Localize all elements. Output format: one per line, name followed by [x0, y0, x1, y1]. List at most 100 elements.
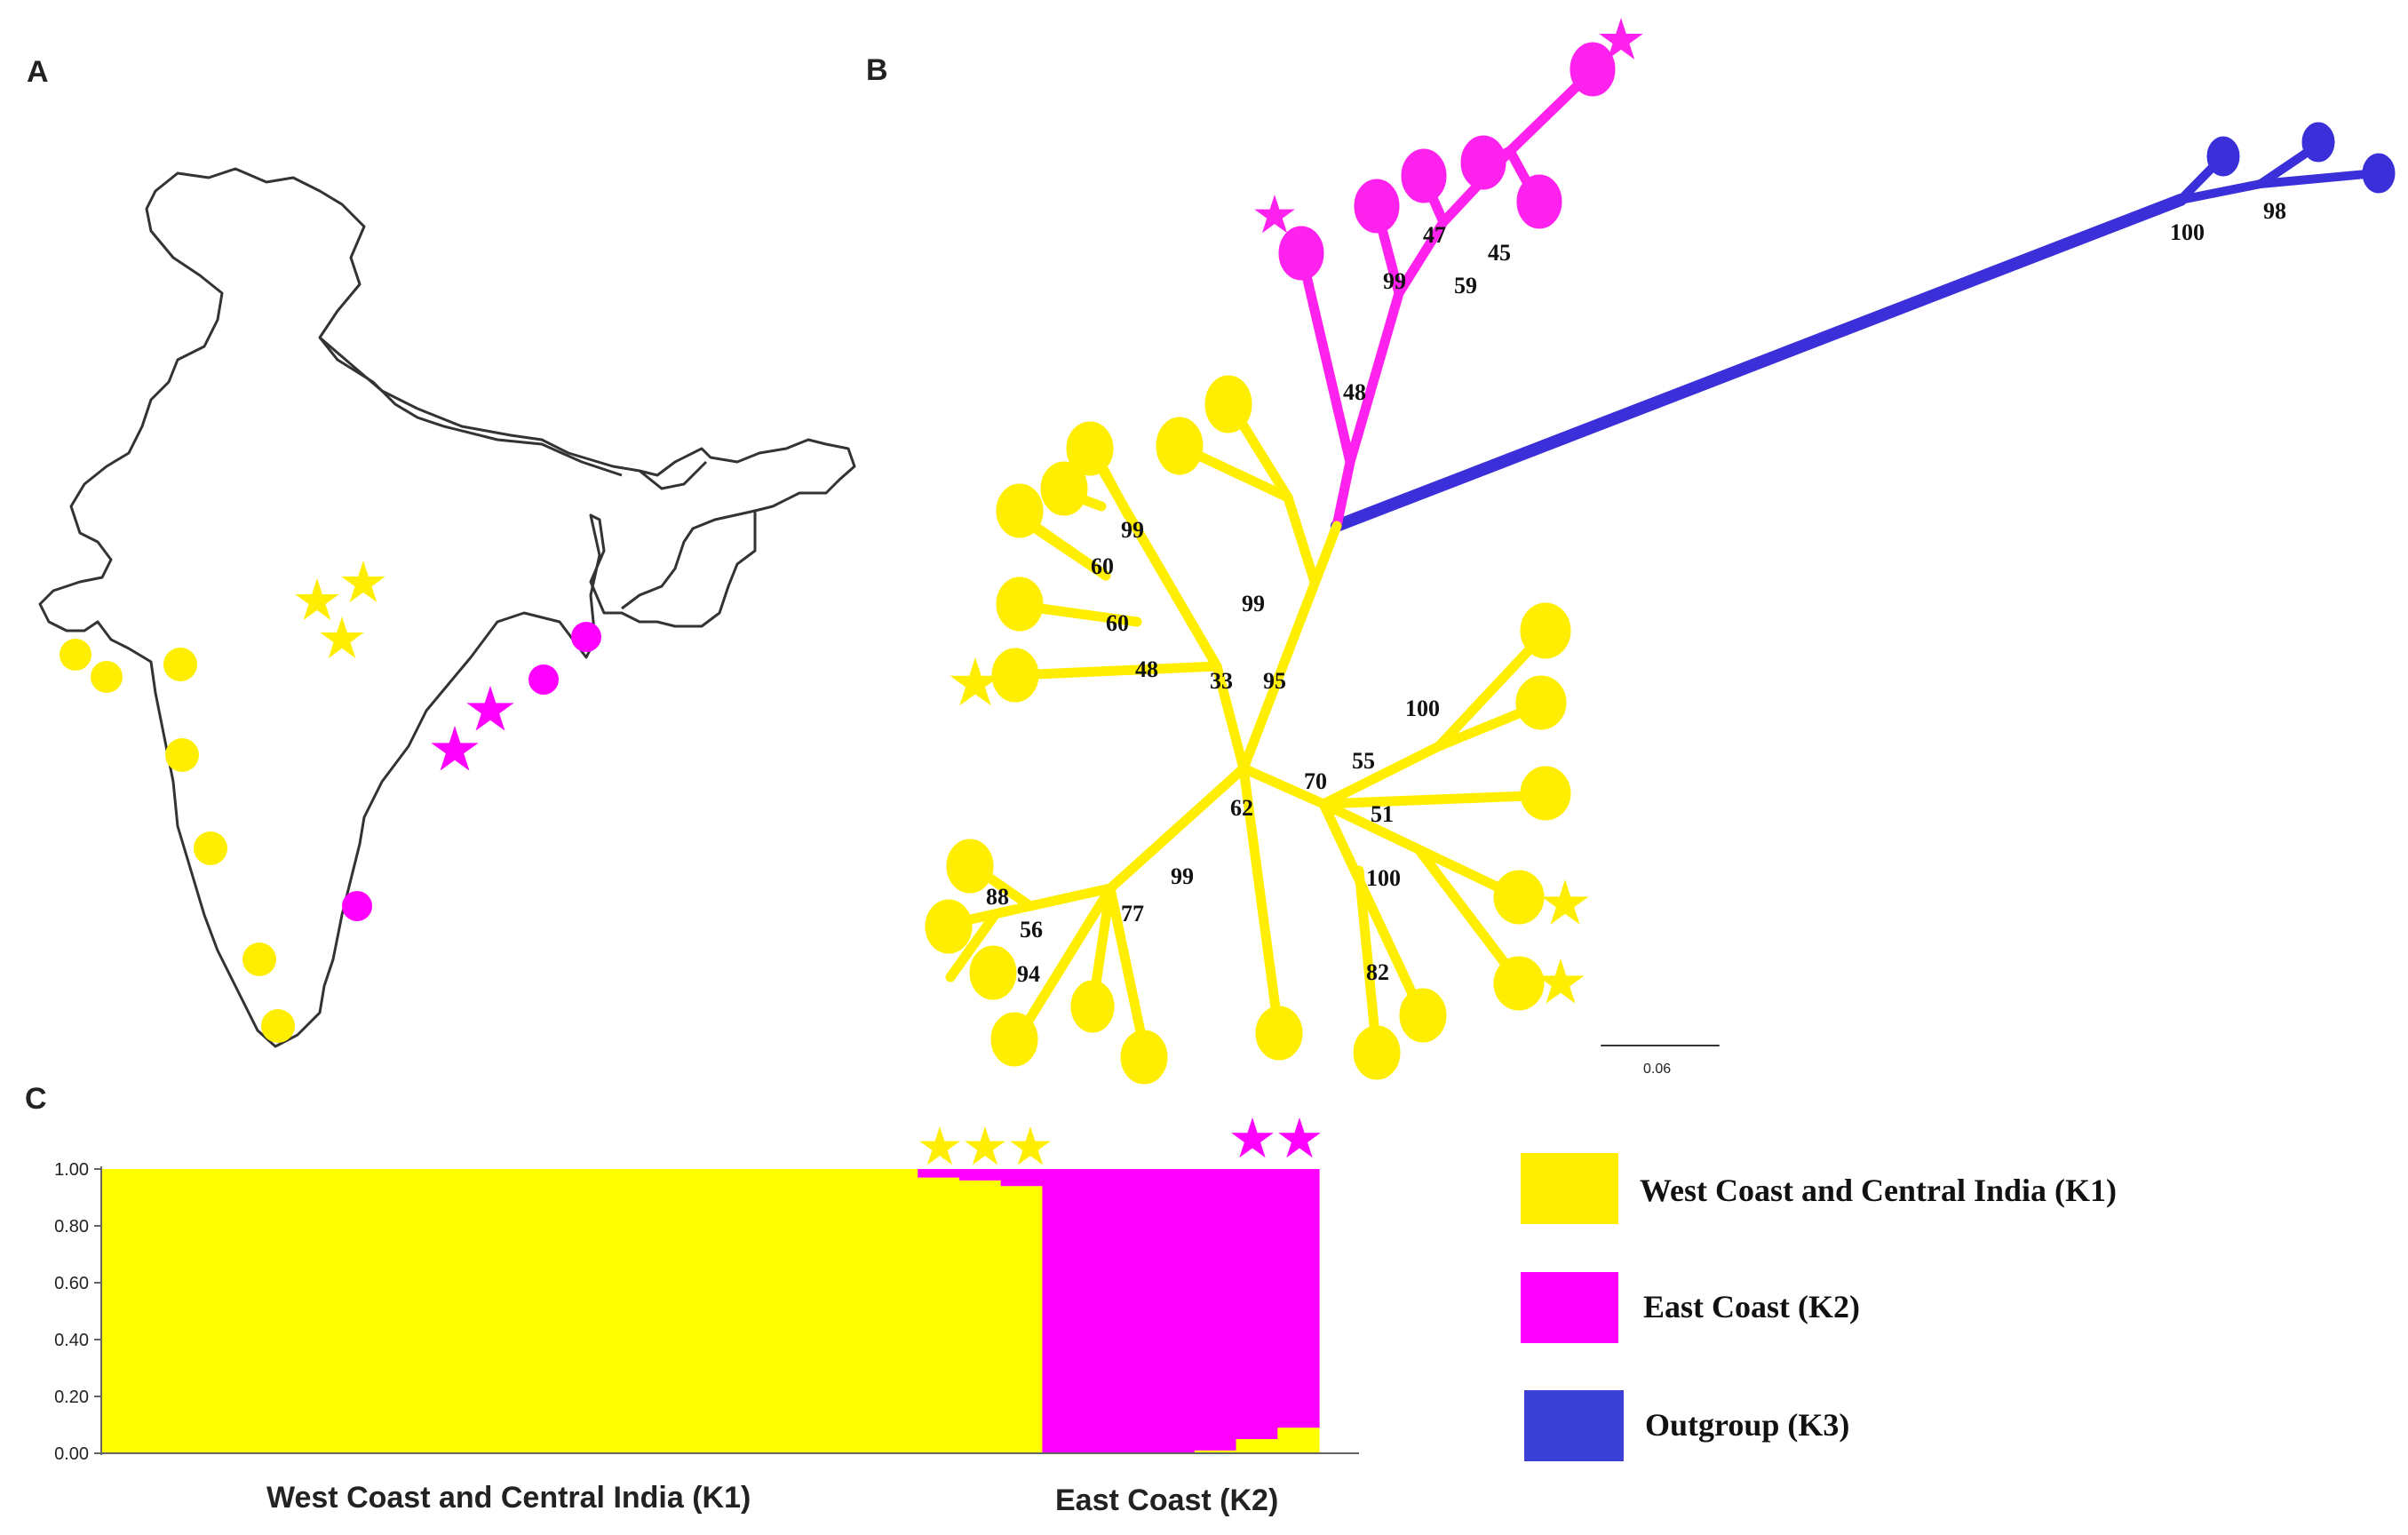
- bar-segment-k1: [737, 1169, 752, 1453]
- bar-segment-k1: [876, 1169, 891, 1453]
- bar-segment-k1: [184, 1169, 199, 1453]
- bar-segment-k1: [1263, 1439, 1278, 1453]
- bar-segment-k1: [765, 1169, 780, 1453]
- tree-tip: [1255, 1006, 1303, 1061]
- bar-segment-k1: [156, 1169, 171, 1453]
- map-site-marker: [571, 622, 601, 652]
- panel-label-b: B: [866, 53, 888, 87]
- legend-swatch-k1: [1521, 1153, 1618, 1224]
- tree-star: [1254, 195, 1295, 234]
- tree-tip: [1493, 870, 1545, 925]
- tree-tip: [1520, 602, 1571, 659]
- tree-tip: [1204, 375, 1252, 433]
- bootstrap-value: 94: [1017, 961, 1040, 987]
- india-border-north: [318, 337, 623, 477]
- x-group-label-k1: West Coast and Central India (K1): [266, 1481, 751, 1515]
- tree-tip: [1120, 1030, 1168, 1085]
- tree-tip: [2362, 153, 2396, 194]
- structure-plot: 1.00 0.80 0.60 0.40 0.20 0.00 West Coast and …: [54, 1117, 1359, 1517]
- india-map: [38, 167, 856, 1048]
- map-star-marker: [341, 561, 385, 603]
- bootstrap-value: 98: [2263, 198, 2286, 224]
- bar-segment-k2: [1236, 1169, 1251, 1439]
- bar-segment-k1: [821, 1169, 836, 1453]
- y-tick-label: 0.20: [54, 1388, 89, 1407]
- tree-tip: [2206, 136, 2240, 177]
- bar-segment-k2: [1194, 1169, 1209, 1451]
- bootstrap-value: 100: [2170, 219, 2205, 245]
- bar-segment-k2: [1180, 1169, 1196, 1453]
- tree-tip: [1353, 1025, 1401, 1080]
- bar-segment-k2: [1125, 1169, 1140, 1453]
- legend-swatch-k3: [1524, 1390, 1624, 1461]
- structure-star: [965, 1126, 1005, 1165]
- bootstrap-value: 100: [1405, 696, 1440, 721]
- bar-segment-k2: [1221, 1169, 1237, 1451]
- map-star-marker: [431, 726, 479, 771]
- map-site-marker: [528, 664, 559, 695]
- map-markers-k2: [342, 622, 601, 921]
- bar-segment-k1: [392, 1169, 407, 1453]
- map-site-marker: [261, 1009, 295, 1043]
- map-site-marker: [242, 942, 276, 976]
- bar-segment-k2: [918, 1169, 933, 1178]
- bar-segment-k2: [1277, 1169, 1292, 1428]
- legend-label-k3: Outgroup (K3): [1645, 1407, 1849, 1443]
- tree-tip: [1278, 226, 1324, 281]
- phylogenetic-tree: 47 45 99 59 48 100 98 99 60 60 48 99 33 …: [925, 18, 2396, 1085]
- structure-star: [1010, 1126, 1051, 1165]
- bar-segment-k1: [695, 1169, 711, 1453]
- tree-tip: [1460, 135, 1506, 190]
- bootstrap-value: 62: [1230, 795, 1253, 821]
- bootstrap-value: 45: [1488, 240, 1511, 266]
- bar-segment-k2: [945, 1169, 960, 1178]
- map-site-marker: [165, 738, 199, 772]
- bar-segment-k1: [364, 1169, 379, 1453]
- india-outline: [38, 167, 856, 1048]
- bootstrap-value: 56: [1020, 917, 1043, 942]
- bar-segment-k2: [973, 1169, 988, 1181]
- bar-segment-k1: [377, 1169, 393, 1453]
- bar-segment-k1: [350, 1169, 365, 1453]
- tree-tip: [1520, 766, 1571, 821]
- bar-segment-k1: [281, 1169, 296, 1453]
- map-star-marker: [320, 616, 364, 659]
- bar-segment-k1: [489, 1169, 504, 1453]
- bar-segment-k2: [1305, 1169, 1320, 1428]
- y-tick-label: 0.80: [54, 1217, 89, 1237]
- tree-tip: [1493, 956, 1545, 1011]
- y-tick-label: 0.60: [54, 1274, 89, 1293]
- map-star-marker: [295, 578, 339, 621]
- legend: West Coast and Central India (K1) East C…: [1521, 1153, 2117, 1461]
- bar-segment-k1: [142, 1169, 157, 1453]
- bar-segment-k1: [474, 1169, 489, 1453]
- bootstrap-value: 60: [1106, 610, 1129, 636]
- bar-segment-k1: [239, 1169, 254, 1453]
- bootstrap-value: 99: [1242, 591, 1265, 616]
- bar-segment-k1: [198, 1169, 213, 1453]
- bar-segment-k1: [640, 1169, 656, 1453]
- tree-tip: [1354, 179, 1400, 234]
- bar-segment-k1: [710, 1169, 725, 1453]
- bar-segment-k1: [529, 1169, 545, 1453]
- bar-segment-k1: [1014, 1186, 1029, 1453]
- bar-segment-k1: [958, 1180, 974, 1453]
- map-site-marker: [60, 639, 91, 671]
- bar-segment-k1: [336, 1169, 352, 1453]
- bar-segment-k2: [1111, 1169, 1126, 1453]
- bootstrap-value: 99: [1171, 863, 1194, 889]
- tree-tip: [969, 945, 1017, 1000]
- bar-segment-k1: [987, 1180, 1002, 1453]
- structure-star: [1278, 1117, 1321, 1158]
- bootstrap-value: 100: [1366, 865, 1401, 891]
- bar-segment-k1: [585, 1169, 600, 1453]
- panel-label-c: C: [25, 1082, 47, 1116]
- bootstrap-value: 60: [1091, 553, 1114, 579]
- bar-segment-k1: [405, 1169, 420, 1453]
- tree-tip: [1515, 675, 1567, 730]
- bar-segment-k1: [115, 1169, 130, 1453]
- scale-bar-label: 0.06: [1643, 1062, 1671, 1077]
- bar-segment-k1: [1291, 1428, 1307, 1453]
- bar-segment-k1: [170, 1169, 186, 1453]
